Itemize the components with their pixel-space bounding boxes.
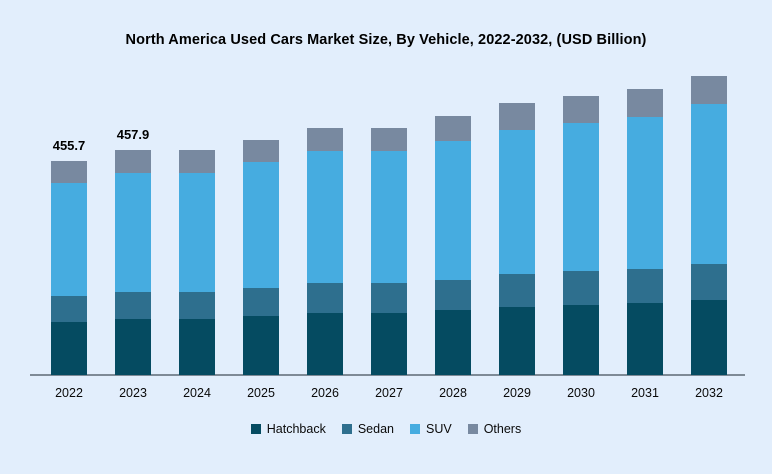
bar-segment-others-2030 <box>563 95 599 124</box>
bar-segment-hatchback-2024 <box>179 319 215 375</box>
chart-title: North America Used Cars Market Size, By … <box>125 32 647 48</box>
bar-segment-others-2029 <box>499 103 535 130</box>
bar-segment-suv-2027 <box>371 151 407 284</box>
bar-segment-others-2032 <box>691 75 727 104</box>
bar-2025 <box>243 68 279 375</box>
x-tick-2031: 2031 <box>631 386 659 400</box>
legend-item-hatchback: Hatchback <box>250 422 326 436</box>
bar-segment-others-2025 <box>243 140 279 163</box>
x-tick-2025: 2025 <box>247 386 275 400</box>
plot-area: 455.7 457.9 <box>30 68 745 376</box>
bar-segment-hatchback-2023 <box>115 319 151 375</box>
bar-segment-suv-2023 <box>115 173 151 292</box>
bar-segment-sedan-2030 <box>563 271 599 305</box>
bar-2023: 457.9 <box>115 68 151 375</box>
legend-item-sedan: Sedan <box>341 422 394 436</box>
bar-segment-suv-2025 <box>243 162 279 289</box>
bar-segment-suv-2026 <box>307 151 343 284</box>
bar-2026 <box>307 68 343 375</box>
bar-segment-hatchback-2028 <box>435 310 471 375</box>
bar-segment-suv-2031 <box>627 116 663 269</box>
bar-segment-others-2024 <box>179 150 215 174</box>
x-tick-2026: 2026 <box>311 386 339 400</box>
bar-segment-sedan-2024 <box>179 292 215 319</box>
x-tick-2028: 2028 <box>439 386 467 400</box>
data-label-2023: 457.9 <box>116 127 150 143</box>
bar-segment-others-2031 <box>627 89 663 117</box>
legend-swatch-hatchback <box>250 424 261 434</box>
legend-label-sedan: Sedan <box>357 422 394 436</box>
x-tick-2022: 2022 <box>55 386 83 400</box>
bar-segment-hatchback-2031 <box>627 303 663 375</box>
legend-label-suv: SUV <box>426 422 452 436</box>
x-tick-2030: 2030 <box>567 386 595 400</box>
bar-segment-sedan-2023 <box>115 292 151 319</box>
legend-label-others: Others <box>483 422 522 436</box>
bar-segment-others-2023 <box>115 150 151 173</box>
x-tick-2023: 2023 <box>119 386 147 400</box>
bar-2028 <box>435 68 471 375</box>
bar-segment-sedan-2022 <box>51 296 87 322</box>
x-axis-line <box>30 374 745 376</box>
bar-2032 <box>691 68 727 375</box>
bar-segment-sedan-2031 <box>627 269 663 303</box>
bar-segment-hatchback-2032 <box>691 300 727 375</box>
bar-segment-sedan-2026 <box>307 283 343 314</box>
bar-segment-sedan-2029 <box>499 274 535 308</box>
bar-2022: 455.7 <box>51 68 87 375</box>
bar-segment-hatchback-2029 <box>499 307 535 375</box>
bar-segment-hatchback-2026 <box>307 313 343 375</box>
bar-segment-others-2028 <box>435 115 471 141</box>
bar-segment-hatchback-2022 <box>51 321 87 375</box>
bar-segment-suv-2024 <box>179 173 215 293</box>
bar-segment-others-2026 <box>307 128 343 152</box>
bar-segment-sedan-2027 <box>371 283 407 313</box>
bar-segment-hatchback-2030 <box>563 304 599 375</box>
bar-segment-suv-2028 <box>435 140 471 280</box>
legend: Hatchback Sedan SUV Others <box>0 422 772 436</box>
data-label-2022: 455.7 <box>52 137 86 153</box>
x-tick-2029: 2029 <box>503 386 531 400</box>
bar-segment-others-2022 <box>51 160 87 184</box>
x-tick-2024: 2024 <box>183 386 211 400</box>
legend-swatch-suv <box>410 424 420 434</box>
bar-segment-suv-2022 <box>51 183 87 297</box>
bar-2027 <box>371 68 407 375</box>
bar-segment-suv-2032 <box>691 104 727 264</box>
bar-segment-suv-2029 <box>499 129 535 275</box>
bar-2030 <box>563 68 599 375</box>
bar-2031 <box>627 68 663 375</box>
x-tick-2032: 2032 <box>695 386 723 400</box>
bar-segment-others-2027 <box>371 127 407 152</box>
x-axis-labels: 2022 2023 2024 2025 2026 2027 2028 2029 2030 2031… <box>30 386 745 400</box>
bar-segment-sedan-2032 <box>691 264 727 300</box>
legend-item-suv: SUV <box>410 422 452 436</box>
x-tick-2027: 2027 <box>375 386 403 400</box>
bar-segment-suv-2030 <box>563 123 599 272</box>
legend-swatch-others <box>467 424 478 434</box>
bar-segment-sedan-2025 <box>243 288 279 316</box>
bar-segment-sedan-2028 <box>435 279 471 310</box>
bar-2029 <box>499 68 535 375</box>
bar-2024 <box>179 68 215 375</box>
bar-segment-hatchback-2025 <box>243 315 279 375</box>
bar-segment-hatchback-2027 <box>371 313 407 375</box>
legend-item-others: Others <box>467 422 522 436</box>
legend-label-hatchback: Hatchback <box>266 422 326 436</box>
legend-swatch-sedan <box>341 424 352 434</box>
